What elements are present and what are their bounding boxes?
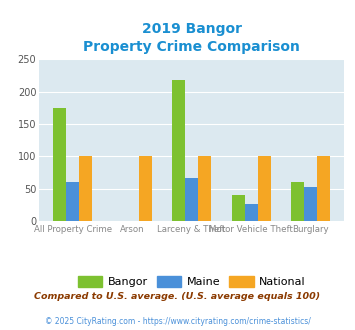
Bar — [139, 156, 152, 221]
Bar — [79, 156, 92, 221]
Bar — [245, 204, 258, 221]
Bar — [185, 179, 198, 221]
Bar — [317, 156, 331, 221]
Bar — [172, 80, 185, 221]
Title: 2019 Bangor
Property Crime Comparison: 2019 Bangor Property Crime Comparison — [83, 22, 300, 54]
Bar — [291, 182, 304, 221]
Bar — [66, 182, 79, 221]
Text: © 2025 CityRating.com - https://www.cityrating.com/crime-statistics/: © 2025 CityRating.com - https://www.city… — [45, 317, 310, 326]
Bar — [53, 108, 66, 221]
Bar — [231, 195, 245, 221]
Bar — [198, 156, 211, 221]
Bar — [304, 187, 317, 221]
Bar — [258, 156, 271, 221]
Text: Compared to U.S. average. (U.S. average equals 100): Compared to U.S. average. (U.S. average … — [34, 292, 321, 301]
Legend: Bangor, Maine, National: Bangor, Maine, National — [73, 272, 310, 292]
